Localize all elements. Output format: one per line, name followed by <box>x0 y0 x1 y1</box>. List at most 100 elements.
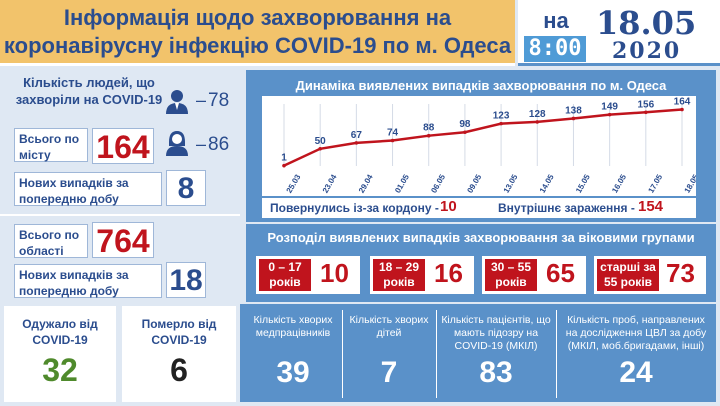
x-tick-label: 13.05 <box>502 172 520 194</box>
female-count: 86 <box>208 134 230 155</box>
x-tick-label: 16.05 <box>610 172 628 194</box>
suspected-value: 83 <box>479 356 513 389</box>
region-new-label: Нових випадків за попередню добу <box>19 268 129 298</box>
region-total-value: 764 <box>92 222 154 259</box>
age-group-label: старші за 55 років <box>597 259 659 291</box>
data-point <box>499 121 503 126</box>
sick-people-label: Кількість людей, що захворіли на COVID-1… <box>15 75 163 107</box>
age-title: Розподіл виявлених випадків захворювання… <box>267 230 695 245</box>
import-stats-bar: Повернулись із-за кордону - 10 Внутрішнє… <box>262 198 696 218</box>
series-line <box>283 108 683 167</box>
recovered-card <box>4 306 116 402</box>
x-tick-label: 29.04 <box>357 172 375 194</box>
x-tick-label: 15.05 <box>574 172 592 194</box>
age-group-0: 0 – 17 років 10 <box>256 256 360 294</box>
age-group-value: 65 <box>546 258 575 288</box>
data-label: 164 <box>674 97 691 108</box>
data-label: 67 <box>351 130 363 141</box>
female-count-dash: – <box>196 134 207 154</box>
x-tick-label: 23.04 <box>321 172 339 194</box>
age-group-label: 30 – 55 років <box>485 259 537 291</box>
recovered-label: Одужало від COVID-19 <box>22 317 98 347</box>
data-point <box>354 141 359 145</box>
data-label: 74 <box>387 128 399 139</box>
data-point <box>644 110 648 115</box>
data-point <box>390 138 395 143</box>
x-tick-label: 17.05 <box>646 172 664 194</box>
chart-title: Динаміка виявлених випадків захворювання… <box>295 78 667 93</box>
report-time: 8:00 <box>524 36 586 62</box>
age-group-3: старші за 55 років 73 <box>594 256 706 294</box>
data-point <box>463 130 467 135</box>
medworkers-label: Кількість хворих медпрацівників <box>253 314 333 339</box>
died-card <box>122 306 236 402</box>
data-label: 98 <box>459 119 471 130</box>
samples-value: 24 <box>619 356 653 389</box>
x-tick-label: 09.05 <box>465 172 483 194</box>
city-new-label-card: Нових випадків за попередню добу <box>14 172 162 206</box>
suspected-label: Кількість пацієнтів, що мають підозру на… <box>441 314 551 352</box>
age-group-value: 73 <box>666 258 695 288</box>
data-label: 128 <box>529 109 546 120</box>
region-new-label-card: Нових випадків за попередню добу <box>14 264 162 298</box>
data-point <box>318 146 322 151</box>
data-label: 138 <box>565 105 582 116</box>
cases-line-chart: 1 25.03 50 23.04 67 29.04 74 01.05 88 06.05 98 09.0… <box>281 97 700 195</box>
city-new-label: Нових випадків за попередню добу <box>19 176 129 206</box>
separator <box>436 310 437 398</box>
age-group-1: 18 – 29 років 16 <box>370 256 474 294</box>
x-tick-label: 14.05 <box>538 172 556 194</box>
male-count-dash: – <box>196 90 207 110</box>
recovered-value: 32 <box>42 352 78 388</box>
children-value: 7 <box>380 356 398 389</box>
data-label: 123 <box>493 111 510 122</box>
city-new-value: 8 <box>166 170 206 206</box>
data-point <box>571 116 576 121</box>
died-value: 6 <box>170 352 188 388</box>
male-count: 78 <box>208 90 230 111</box>
samples-label: Кількість проб, направлених на досліджен… <box>565 314 707 352</box>
city-total-label: Всього по місту <box>19 132 80 162</box>
data-label: 149 <box>601 102 618 113</box>
report-year: 2020 <box>612 38 682 64</box>
separator <box>342 310 343 398</box>
age-group-value: 10 <box>320 258 349 288</box>
separator <box>556 310 557 398</box>
title-line-2: коронавірусну інфекцію COVID-19 по м. Од… <box>3 32 512 58</box>
region-total-label: Всього по області <box>19 228 80 258</box>
x-tick-label: 06.05 <box>429 172 447 194</box>
city-total-value: 164 <box>92 128 154 165</box>
age-group-value: 16 <box>434 258 463 288</box>
data-label: 1 <box>281 153 287 164</box>
returned-label: Повернулись із-за кордону - <box>270 201 439 215</box>
male-icon <box>164 88 190 114</box>
data-label: 50 <box>315 136 327 147</box>
data-point <box>607 112 612 117</box>
data-label: 88 <box>423 123 435 134</box>
data-point <box>282 163 286 168</box>
title-line-1: Інформація щодо захворювання на <box>63 4 452 30</box>
died-label: Померло від COVID-19 <box>141 317 217 347</box>
date-prefix: на <box>543 8 569 33</box>
bottom-stats-panel <box>240 304 716 402</box>
x-tick-label: 18.05 <box>683 172 696 194</box>
children-label: Кількість хворих дітей <box>349 314 429 339</box>
x-tick-label: 25.03 <box>285 172 303 194</box>
age-group-2: 30 – 55 років 65 <box>482 256 586 294</box>
internal-value: 154 <box>638 198 664 215</box>
chart-area: 1 25.03 50 23.04 67 29.04 74 01.05 88 06.05 98 09.0… <box>262 96 701 196</box>
data-point <box>680 107 684 112</box>
internal-label: Внутрішнє зараження - <box>498 201 635 215</box>
data-point <box>426 133 431 138</box>
female-icon <box>164 130 190 156</box>
age-group-label: 18 – 29 років <box>373 259 425 291</box>
region-new-value: 18 <box>166 262 206 298</box>
x-tick-label: 01.05 <box>393 172 411 194</box>
data-point <box>535 120 540 124</box>
returned-value: 10 <box>440 198 457 215</box>
report-day: 18.05 <box>596 4 697 42</box>
age-group-label: 0 – 17 років <box>259 259 311 291</box>
city-total-label-card: Всього по місту <box>14 128 88 162</box>
page-title: Інформація щодо захворювання на коронаві… <box>0 0 515 66</box>
divider <box>0 214 240 216</box>
